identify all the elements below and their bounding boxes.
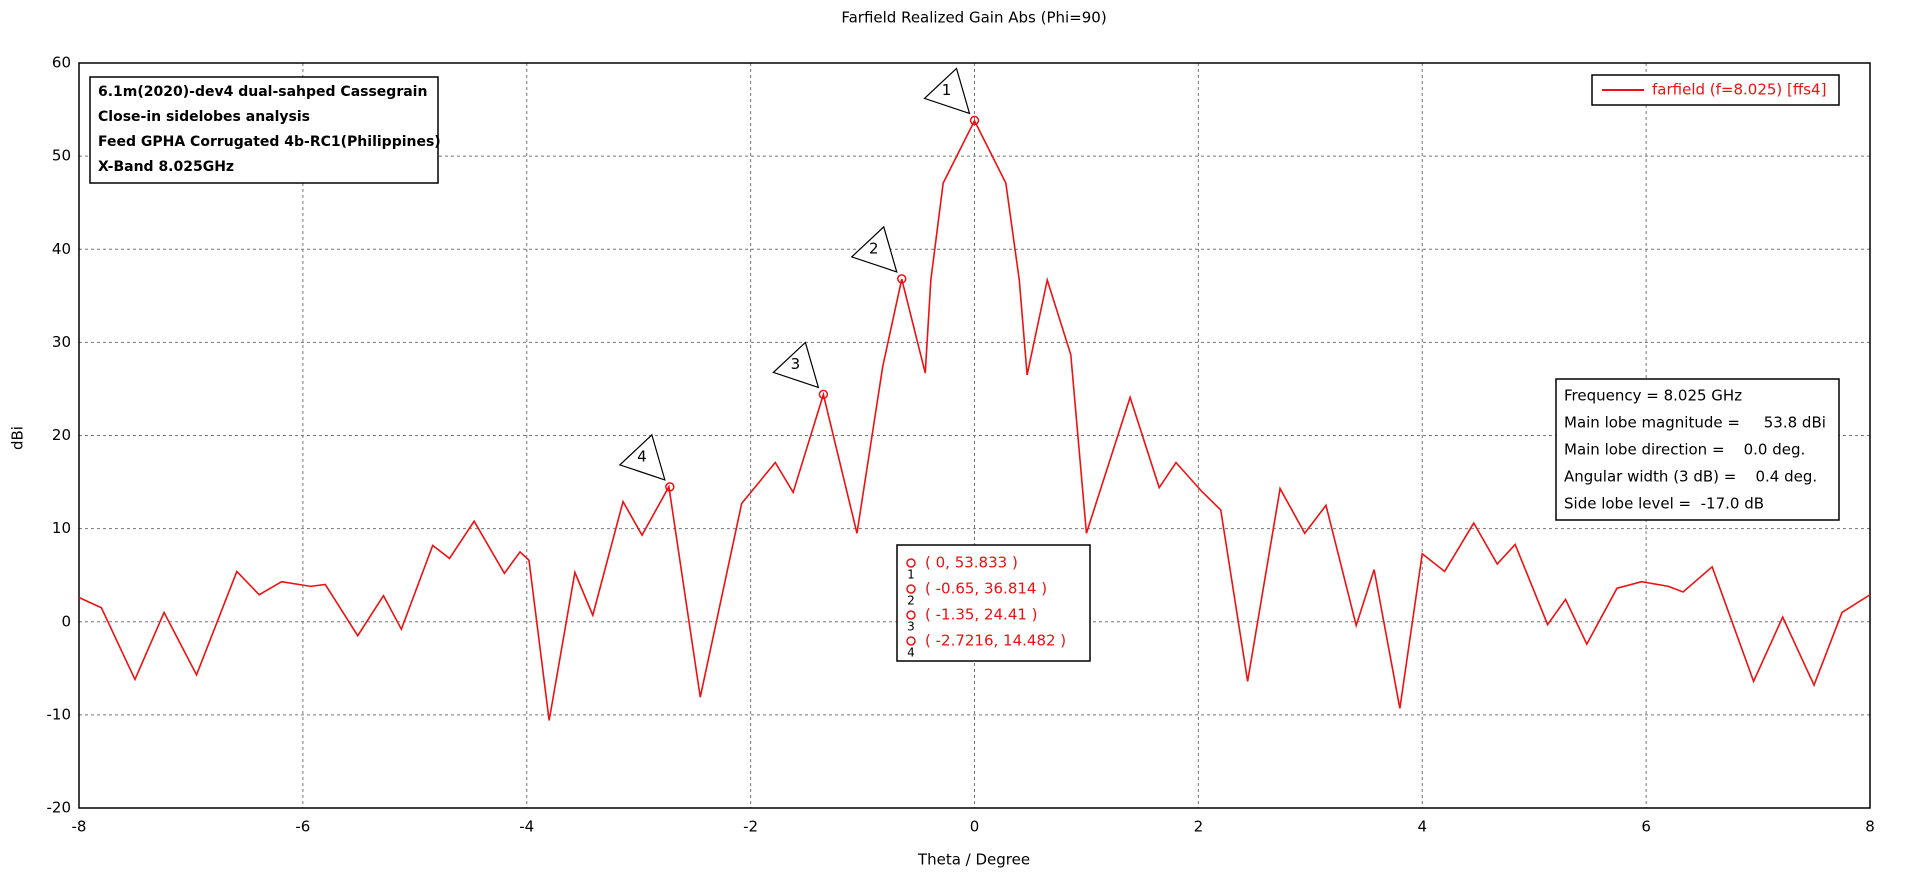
marker	[818, 389, 829, 400]
x-tick-label: 6	[1641, 818, 1651, 836]
y-tick-label: 60	[52, 54, 71, 72]
marker	[896, 274, 907, 284]
x-tick-label: -4	[519, 818, 534, 836]
annotation-line: Feed GPHA Corrugated 4b-RC1(Philippines)	[98, 134, 441, 150]
x-tick-label: -2	[743, 818, 758, 836]
marker-icon	[906, 636, 916, 646]
marker-value-label: ( -1.35, 24.41 )	[925, 606, 1038, 624]
marker-value-label: ( 0, 53.833 )	[925, 554, 1018, 572]
marker-icon-id: 1	[907, 568, 915, 582]
marker-value-label: ( -2.7216, 14.482 )	[925, 632, 1066, 650]
y-tick-label: 20	[52, 426, 71, 444]
marker-callout	[772, 341, 820, 389]
info-line: Main lobe direction = 0.0 deg.	[1564, 441, 1805, 459]
x-axis-label: Theta / Degree	[917, 851, 1030, 869]
y-tick-label: -10	[47, 705, 72, 723]
y-tick-label: -20	[47, 799, 72, 817]
marker-icon	[906, 584, 916, 594]
chart-title: Farfield Realized Gain Abs (Phi=90)	[841, 9, 1106, 27]
info-line: Angular width (3 dB) = 0.4 deg.	[1564, 468, 1817, 486]
info-line: Frequency = 8.025 GHz	[1564, 387, 1742, 405]
marker-callout	[850, 225, 898, 273]
annotation-box	[89, 76, 439, 184]
marker	[665, 482, 675, 492]
x-tick-label: 0	[970, 818, 980, 836]
legend-label: farfield (f=8.025) [ffs4]	[1652, 81, 1826, 99]
y-tick-label: 30	[52, 333, 71, 351]
x-tick-label: -6	[295, 818, 310, 836]
info-line: Main lobe magnitude = 53.8 dBi	[1564, 414, 1826, 432]
marker-id: 3	[791, 355, 801, 373]
series-line	[78, 118, 1871, 721]
x-tick-label: 2	[1194, 818, 1204, 836]
marker-box	[896, 544, 1091, 662]
x-tick-label: 4	[1417, 818, 1427, 836]
marker-icon	[906, 610, 916, 620]
marker	[969, 115, 980, 126]
y-tick-label: 0	[61, 612, 71, 630]
marker-icon-id: 3	[907, 620, 915, 634]
marker-id: 4	[637, 447, 647, 465]
y-tick-label: 40	[52, 240, 71, 258]
y-tick-label: 50	[52, 147, 71, 165]
x-tick-label: 8	[1865, 818, 1875, 836]
info-box	[1555, 378, 1840, 521]
marker-icon-id: 2	[907, 594, 915, 608]
marker-icon	[906, 558, 916, 568]
annotation-line: 6.1m(2020)-dev4 dual-sahped Cassegrain	[98, 84, 427, 100]
marker-id: 1	[942, 81, 952, 99]
annotation-line: Close-in sidelobes analysis	[98, 109, 310, 125]
marker-id: 2	[869, 239, 879, 257]
y-tick-label: 10	[52, 519, 71, 537]
marker-icon-id: 4	[907, 646, 915, 660]
marker-value-label: ( -0.65, 36.814 )	[925, 580, 1047, 598]
y-axis-label: dBi	[9, 426, 27, 450]
annotation-line: X-Band 8.025GHz	[98, 159, 234, 175]
x-tick-label: -8	[72, 818, 87, 836]
marker-callout	[618, 433, 666, 481]
plot-frame	[78, 62, 1871, 809]
marker-callout	[923, 67, 971, 115]
info-line: Side lobe level = -17.0 dB	[1564, 495, 1764, 513]
